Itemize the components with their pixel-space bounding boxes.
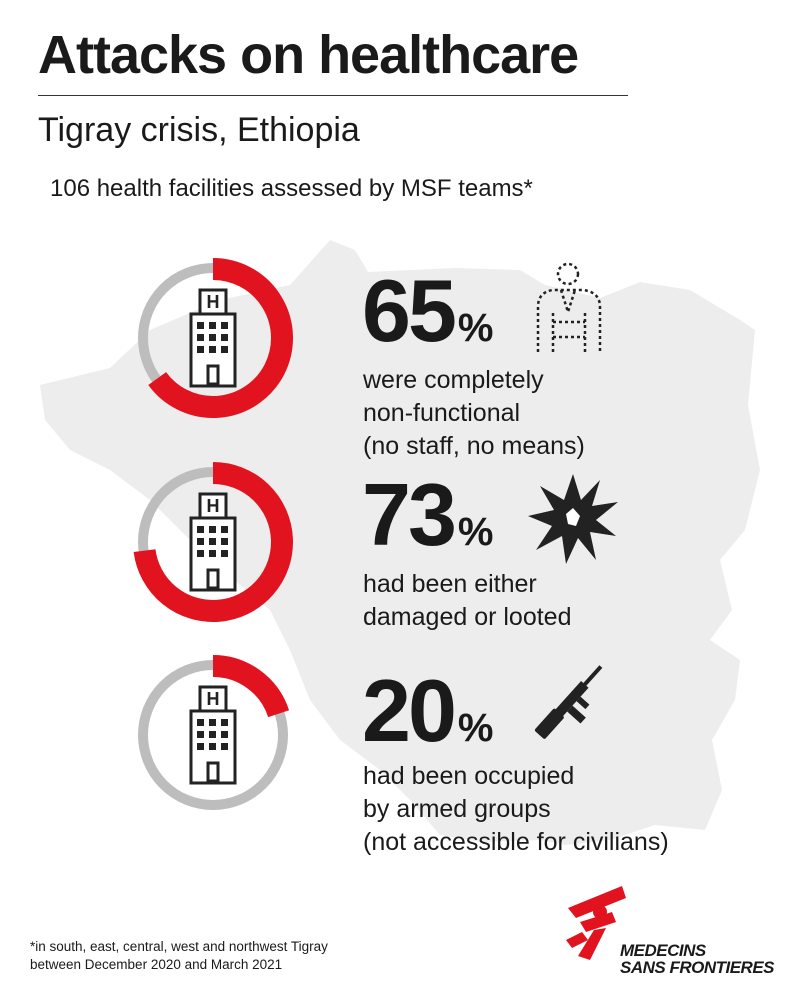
description-line: had been either xyxy=(363,570,537,598)
stat-unit: % xyxy=(457,510,494,554)
description-line: non-functional xyxy=(363,399,521,427)
logo-line-2: SANS FRONTIERES xyxy=(620,958,775,977)
description-line: damaged or looted xyxy=(363,603,572,631)
footnote: *in south, east, central, west and north… xyxy=(30,938,328,974)
stat-description-1: were completely non-functional (no staff… xyxy=(363,364,585,463)
stat-number: 65 xyxy=(362,261,457,360)
description-line: (not accessible for civilians) xyxy=(363,828,669,856)
footnote-line: between December 2020 and March 2021 xyxy=(30,957,283,972)
stat-number: 20 xyxy=(362,661,457,760)
person-outline-icon xyxy=(536,262,602,352)
page-title: Attacks on healthcare xyxy=(38,25,579,85)
page-subtitle: Tigray crisis, Ethiopia xyxy=(38,111,360,149)
msf-logo-text: MEDECINS SANS FRONTIERES xyxy=(620,941,775,977)
description-line: by armed groups xyxy=(363,795,551,823)
stat-description-2: had been either damaged or looted xyxy=(363,568,571,634)
description-line: (no staff, no means) xyxy=(363,432,585,460)
logo-line-1: MEDECINS xyxy=(620,941,706,960)
stat-unit: % xyxy=(457,706,494,750)
msf-runner-icon xyxy=(566,886,626,960)
explosion-icon xyxy=(528,474,618,564)
description-line: were completely xyxy=(363,366,544,394)
footnote-line: *in south, east, central, west and north… xyxy=(30,939,328,954)
stat-value-3: 20% xyxy=(362,666,493,773)
stat-unit: % xyxy=(457,306,494,350)
intro-text: 106 health facilities assessed by MSF te… xyxy=(50,175,533,202)
title-divider xyxy=(38,95,628,96)
stat-value-2: 73% xyxy=(362,470,493,577)
stat-number: 73 xyxy=(362,465,457,564)
rifle-icon xyxy=(534,665,603,739)
description-line: had been occupied xyxy=(363,762,575,790)
stat-value-1: 65% xyxy=(362,266,493,373)
stat-description-3: had been occupied by armed groups (not a… xyxy=(363,760,669,859)
